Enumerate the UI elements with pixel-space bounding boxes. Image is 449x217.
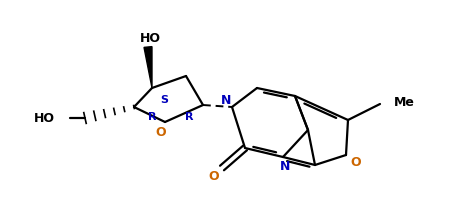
- Polygon shape: [144, 47, 152, 88]
- Text: R: R: [185, 112, 193, 122]
- Text: O: O: [156, 125, 166, 138]
- Text: R: R: [148, 112, 156, 122]
- Text: HO: HO: [140, 33, 160, 46]
- Text: S: S: [160, 95, 168, 105]
- Text: N: N: [280, 161, 290, 174]
- Text: HO: HO: [34, 112, 55, 125]
- Text: N: N: [221, 94, 231, 107]
- Text: O: O: [351, 156, 361, 169]
- Text: Me: Me: [394, 95, 415, 108]
- Text: O: O: [209, 169, 219, 182]
